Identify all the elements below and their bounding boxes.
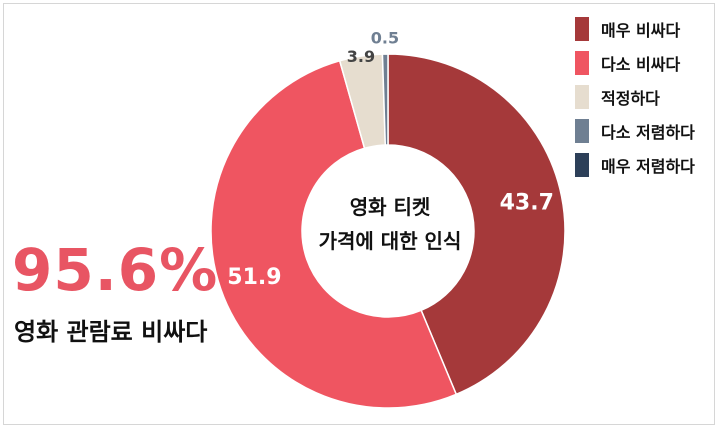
legend: 매우 비싸다 다소 비싸다 적정하다 다소 저렴하다 매우 저렴하다 xyxy=(575,14,695,184)
donut-slice xyxy=(210,59,458,409)
legend-item: 매우 저렴하다 xyxy=(575,150,695,180)
slice-value-label: 3.9 xyxy=(347,47,375,66)
highlight-percent: 95.6% xyxy=(12,236,219,304)
legend-item: 다소 저렴하다 xyxy=(575,116,695,146)
legend-item: 매우 비싸다 xyxy=(575,14,695,44)
slice-value-label: 43.7 xyxy=(500,191,554,216)
center-title-line1: 영화 티켓 xyxy=(349,195,431,219)
legend-label: 다소 저렴하다 xyxy=(601,123,695,142)
legend-item: 적정하다 xyxy=(575,82,695,112)
donut-slice xyxy=(381,53,389,146)
legend-swatch xyxy=(575,17,589,41)
legend-item: 다소 비싸다 xyxy=(575,48,695,78)
slice-value-label: 51.9 xyxy=(227,265,281,290)
legend-swatch xyxy=(575,85,589,109)
legend-label: 다소 비싸다 xyxy=(601,55,681,74)
slice-value-label: 0.5 xyxy=(371,29,399,48)
legend-swatch xyxy=(575,51,589,75)
legend-swatch xyxy=(575,119,589,143)
chart-center-title: 영화 티켓 가격에 대한 인식 xyxy=(305,190,475,258)
legend-swatch xyxy=(575,153,589,177)
highlight-caption: 영화 관람료 비싸다 xyxy=(14,318,208,346)
legend-label: 매우 비싸다 xyxy=(601,21,681,40)
center-title-line2: 가격에 대한 인식 xyxy=(318,229,462,253)
donut-slice xyxy=(387,53,566,396)
legend-label: 적정하다 xyxy=(601,89,660,108)
legend-label: 매우 저렴하다 xyxy=(601,157,695,176)
